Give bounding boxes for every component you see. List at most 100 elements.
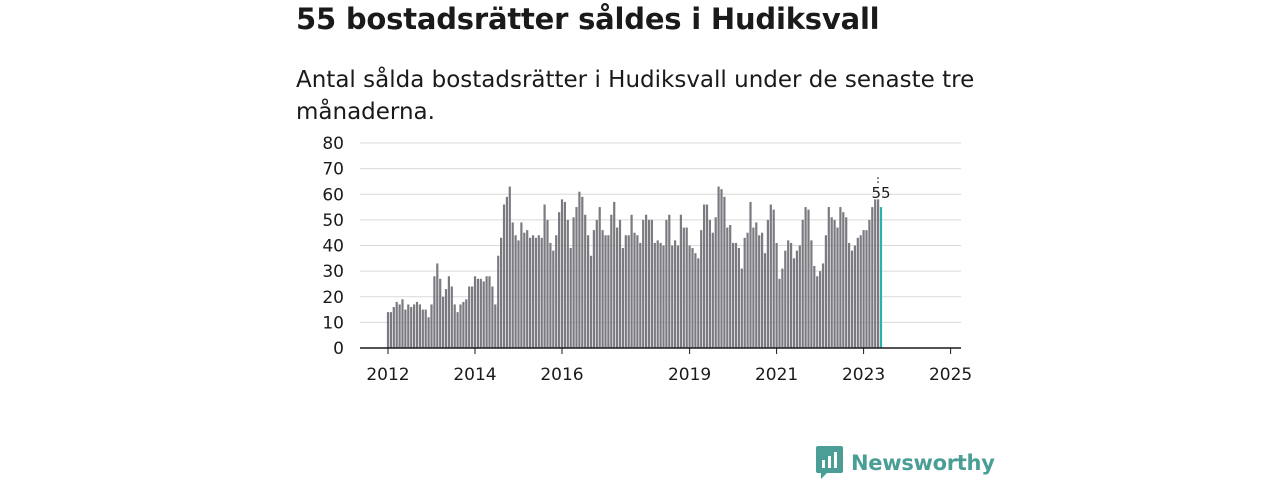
bar	[404, 309, 407, 348]
bar	[558, 212, 561, 348]
y-tick-label: 60	[322, 185, 344, 205]
x-tick-label: 2021	[755, 365, 798, 385]
bar	[714, 217, 717, 348]
bar	[798, 245, 801, 348]
bar	[407, 304, 410, 348]
bar	[488, 276, 491, 348]
bar	[758, 235, 761, 348]
bar	[604, 235, 607, 348]
bar	[601, 230, 604, 349]
bar	[587, 235, 590, 348]
bar	[627, 235, 630, 348]
bar	[552, 250, 555, 349]
bar	[621, 248, 624, 348]
x-tick-label: 2012	[366, 365, 409, 385]
bar	[784, 250, 787, 349]
bar	[607, 235, 610, 348]
bar	[804, 207, 807, 348]
bar	[810, 240, 813, 349]
bar-highlight	[879, 207, 883, 348]
bar	[526, 230, 529, 349]
bar	[833, 219, 836, 349]
bar	[816, 276, 819, 348]
bar	[459, 304, 462, 348]
bar	[819, 271, 822, 349]
bar	[656, 240, 659, 349]
bar	[589, 255, 593, 348]
bar	[842, 212, 845, 348]
bar	[482, 281, 485, 349]
bar	[595, 219, 598, 349]
bar	[827, 207, 830, 348]
bar	[453, 304, 456, 348]
bar	[845, 217, 848, 348]
bar	[543, 204, 546, 348]
bar	[674, 240, 677, 349]
bar	[749, 201, 752, 348]
y-tick-label: 40	[322, 237, 344, 257]
bar	[505, 196, 508, 348]
bar	[462, 301, 465, 349]
bar	[865, 230, 868, 349]
bar	[563, 201, 566, 348]
x-tick-label: 2023	[842, 365, 885, 385]
y-tick-label: 70	[322, 160, 344, 180]
bar	[575, 207, 578, 348]
bar	[401, 299, 404, 348]
bar	[763, 253, 767, 348]
bars	[386, 186, 883, 349]
bar	[508, 186, 511, 348]
x-tick-label: 2016	[540, 365, 583, 385]
bar	[566, 219, 569, 349]
bar	[676, 245, 680, 348]
bar	[549, 242, 552, 348]
y-tick-label: 20	[322, 288, 344, 308]
bar	[468, 286, 471, 348]
x-tick-label: 2019	[668, 365, 711, 385]
bar	[723, 196, 726, 348]
bar	[491, 286, 494, 348]
bar	[665, 219, 668, 349]
y-tick-label: 10	[322, 313, 344, 333]
bar	[514, 235, 517, 348]
bar	[531, 235, 535, 348]
bar	[439, 278, 442, 348]
bar	[761, 232, 764, 348]
x-tick-label: 2025	[929, 365, 972, 385]
x-axis-ticks: 2012 2014 2016 2019 2021 2023 2025	[366, 348, 972, 385]
bar	[502, 204, 506, 348]
bar	[456, 312, 459, 349]
bar	[610, 214, 613, 348]
bar	[645, 214, 648, 348]
bar	[868, 219, 871, 349]
bar	[497, 255, 500, 348]
bar	[630, 214, 633, 348]
bar	[720, 189, 723, 349]
bar	[859, 235, 862, 348]
bar	[413, 304, 416, 348]
bar	[856, 237, 859, 348]
bar	[807, 209, 810, 349]
chart-subtitle: Antal sålda bostadsrätter i Hudiksvall u…	[296, 67, 975, 125]
bar	[740, 268, 743, 348]
bar	[792, 258, 796, 348]
bar	[726, 227, 729, 348]
bar	[734, 242, 738, 348]
bar	[801, 219, 804, 349]
bar	[659, 242, 662, 348]
bar	[433, 276, 436, 348]
bar	[633, 232, 636, 348]
bar	[781, 268, 784, 348]
bar	[592, 230, 595, 349]
bar	[476, 278, 479, 348]
y-tick-label: 30	[322, 262, 344, 282]
bar	[839, 207, 842, 348]
bar	[572, 217, 575, 348]
bar	[494, 304, 497, 348]
bar	[436, 263, 439, 348]
bar	[447, 276, 450, 348]
bar	[540, 237, 543, 348]
y-tick-label: 0	[333, 339, 344, 359]
bar	[717, 186, 720, 348]
bar	[685, 227, 688, 348]
